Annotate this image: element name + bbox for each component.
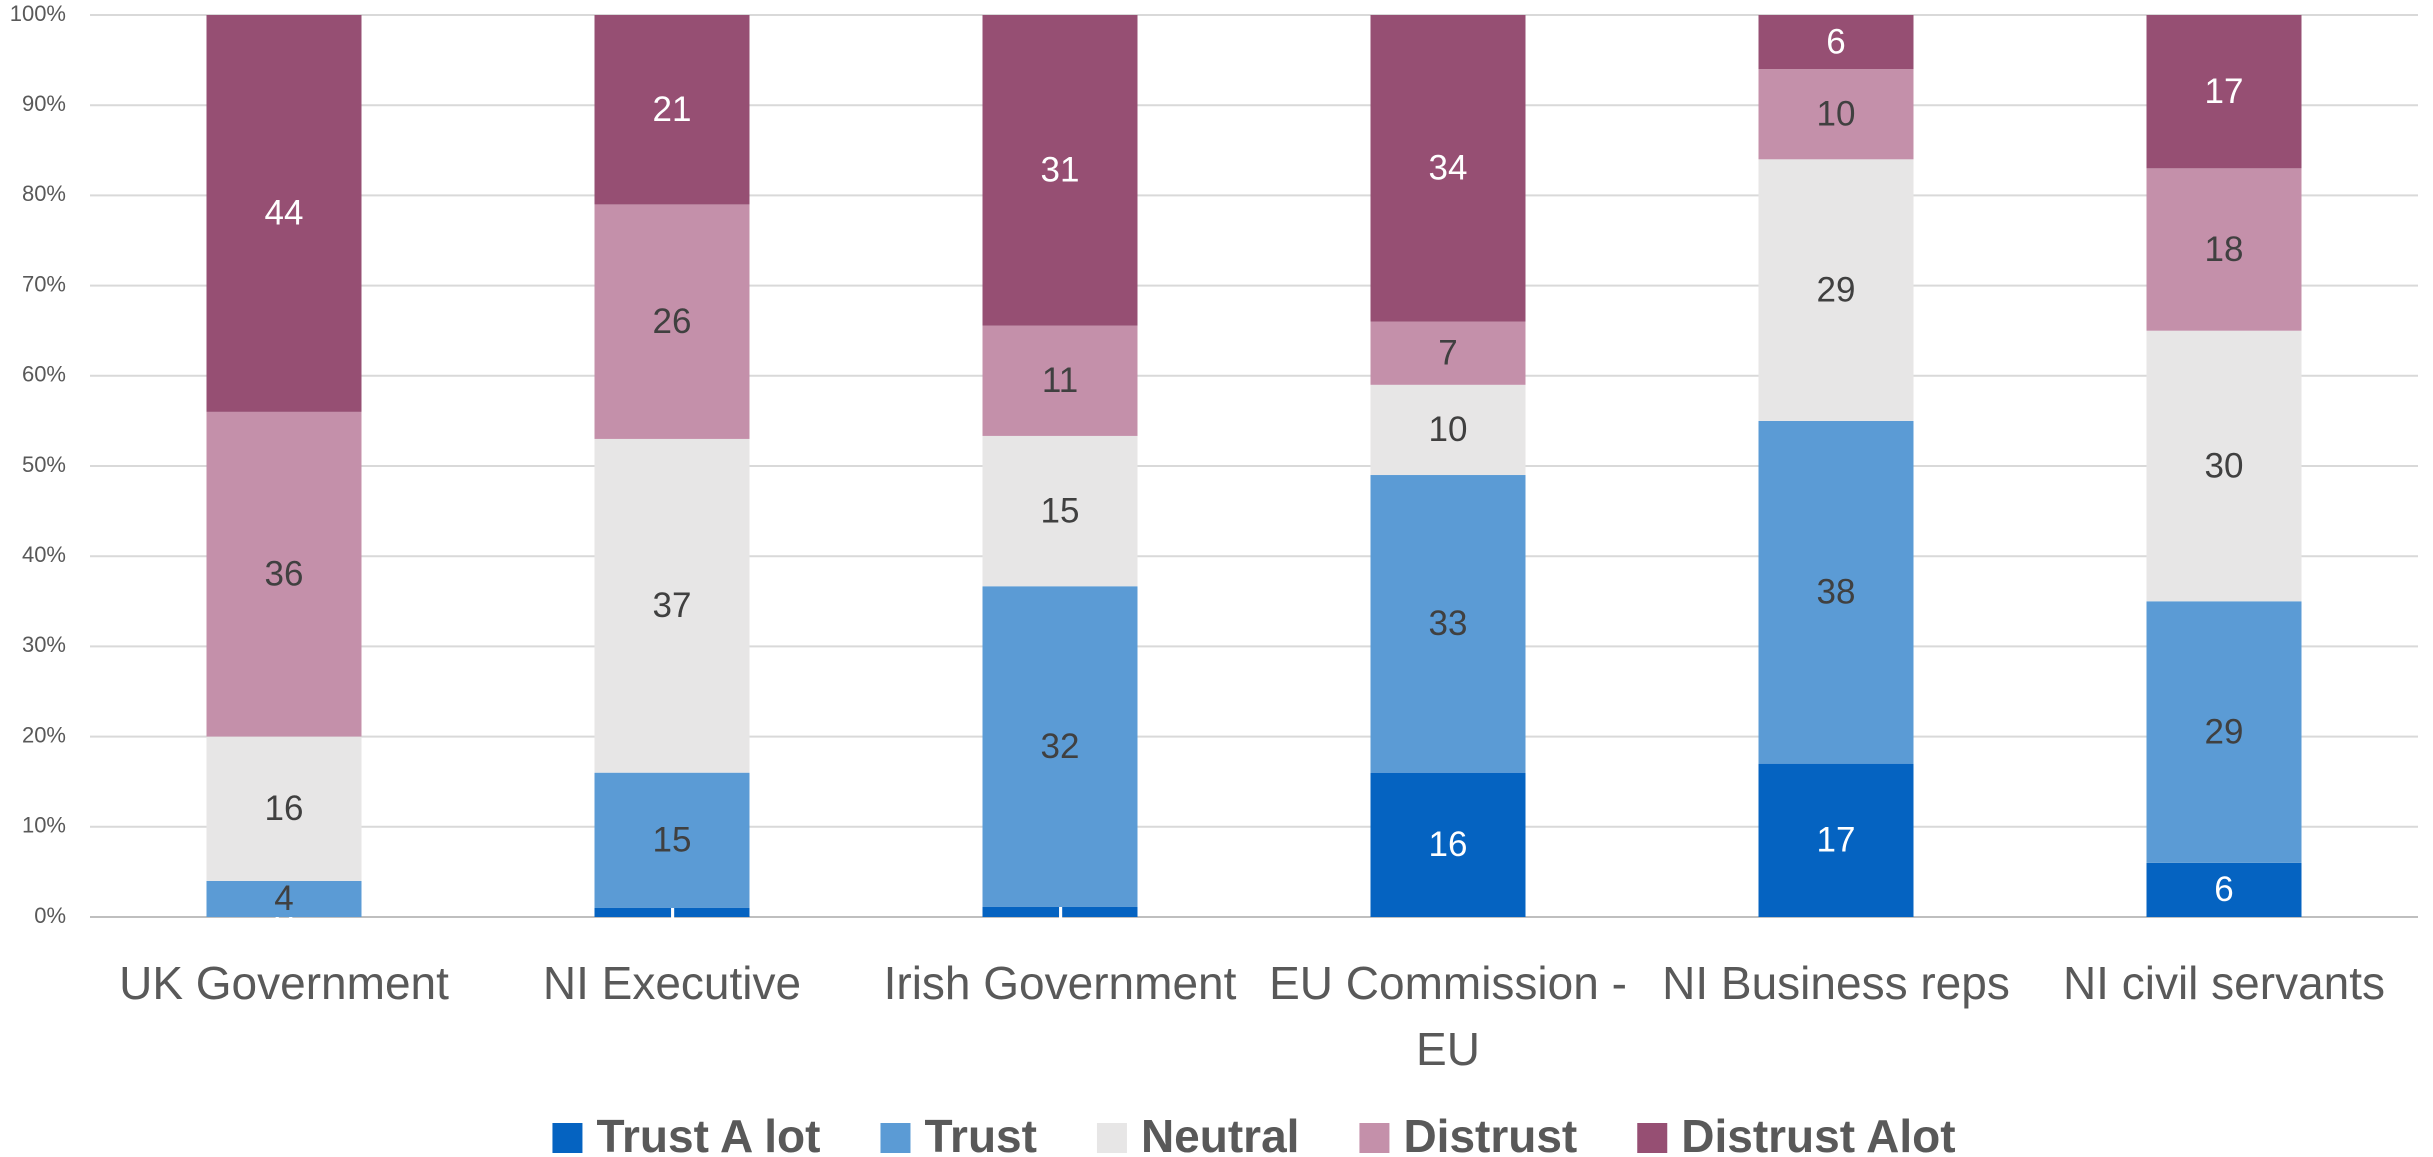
bar-segment [594, 438, 750, 773]
bar-segment [1758, 420, 1914, 764]
bar-segment [1758, 15, 1914, 70]
bar-segment [982, 15, 1138, 326]
y-tick-label: 70% [22, 271, 66, 296]
y-tick-label: 40% [22, 542, 66, 567]
bar-segment [1370, 384, 1526, 476]
data-label: 31 [1041, 151, 1080, 190]
x-tick-label: NI Executive [543, 957, 801, 1009]
y-tick-label: 30% [22, 632, 66, 657]
bar-segment [1370, 15, 1526, 322]
data-label: 37 [653, 586, 692, 625]
bar-segment [1758, 159, 1914, 421]
data-label: 21 [653, 90, 692, 129]
bar-segment [2146, 862, 2302, 917]
bar-segment [206, 880, 362, 917]
data-label: 18 [2205, 230, 2244, 269]
x-tick-label: Irish Government [884, 957, 1237, 1009]
y-tick-label: 20% [22, 722, 66, 747]
x-tick-label: NI Business reps [1662, 957, 2010, 1009]
data-label: 17 [2205, 72, 2244, 111]
bar-segment [594, 15, 750, 205]
data-label: 34 [1429, 149, 1468, 188]
bar-segment [594, 907, 750, 917]
legend-swatch [1359, 1123, 1390, 1153]
data-label: 33 [1429, 604, 1468, 643]
legend-label: Trust A lot [596, 1110, 820, 1157]
bar-segment [594, 772, 750, 908]
data-label: 7 [1438, 334, 1457, 373]
y-tick-label: 90% [22, 91, 66, 116]
data-label: 16 [1429, 825, 1468, 864]
y-tick-label: 100% [10, 1, 66, 26]
legend-label: Distrust Alot [1681, 1110, 1955, 1157]
data-label: 30 [2205, 446, 2244, 485]
legend-label: Trust [924, 1110, 1036, 1157]
data-label: 17 [1817, 821, 1856, 860]
x-tick-label: EU Commission -EU [1269, 957, 1627, 1075]
data-label: 16 [265, 789, 304, 828]
y-tick-label: 0% [34, 903, 66, 928]
legend-swatch [552, 1123, 583, 1153]
bar-segment [206, 15, 362, 412]
y-tick-label: 60% [22, 362, 66, 387]
data-label: 44 [265, 194, 304, 233]
bar-segment [206, 411, 362, 737]
y-tick-label: 10% [22, 813, 66, 838]
data-label: 11 [1042, 361, 1078, 400]
bar-segment [982, 435, 1138, 587]
bar-segment [1370, 475, 1526, 773]
data-label: 29 [2205, 712, 2244, 751]
bar-segment [1370, 321, 1526, 385]
data-label: 10 [1817, 94, 1856, 133]
bar-segment [982, 325, 1138, 436]
bar-segment [982, 906, 1138, 917]
bar-segment [1758, 69, 1914, 160]
legend-label: Neutral [1141, 1110, 1299, 1157]
bar-segment [982, 586, 1138, 907]
legend-swatch [1637, 1123, 1668, 1153]
bar-segment [1758, 763, 1914, 917]
bar-segment [594, 204, 750, 439]
data-label: 29 [1817, 270, 1856, 309]
x-tick-label: NI civil servants [2063, 957, 2385, 1009]
legend-swatch [1096, 1123, 1127, 1153]
bar-segment [2146, 330, 2302, 602]
data-label: 6 [2214, 870, 2233, 909]
y-tick-label: 80% [22, 181, 66, 206]
data-label: 32 [1041, 727, 1080, 766]
data-label: 10 [1429, 410, 1468, 449]
data-label: 6 [1826, 22, 1845, 61]
legend-swatch [880, 1123, 911, 1153]
data-label: 38 [1817, 573, 1856, 612]
bar-segment [206, 736, 362, 881]
y-tick-label: 50% [22, 452, 66, 477]
data-label: 4 [274, 879, 293, 918]
x-tick-label: UK Government [119, 957, 449, 1009]
data-label: 15 [653, 821, 692, 860]
data-label: 36 [265, 554, 304, 593]
bar-segment [2146, 168, 2302, 331]
data-label: 15 [1041, 491, 1080, 530]
legend-label: Distrust [1403, 1110, 1577, 1157]
bar-segment [2146, 601, 2302, 863]
data-label: 26 [653, 302, 692, 341]
bar-segment [1370, 772, 1526, 917]
bar-segment [2146, 15, 2302, 169]
